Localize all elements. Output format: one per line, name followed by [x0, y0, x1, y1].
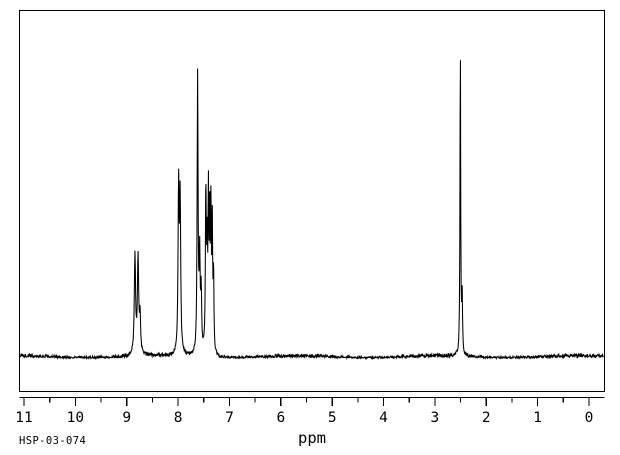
axis-tick-label-0: 0 [585, 410, 594, 426]
axis-tick-label-4: 4 [379, 410, 388, 426]
axis-tick-label-10: 10 [67, 410, 84, 426]
axis-tick-label-7: 7 [225, 410, 234, 426]
ppm-axis: 11 10 9 8 7 6 5 4 3 2 1 0 [15, 396, 605, 426]
sample-code-label: HSP-03-074 [19, 435, 86, 447]
axis-tick-label-8: 8 [174, 410, 183, 426]
axis-tick-label-9: 9 [122, 410, 131, 426]
plot-frame [18, 9, 606, 393]
axis-tick-label-5: 5 [328, 410, 337, 426]
axis-tick-label-6: 6 [276, 410, 285, 426]
axis-tick-label-3: 3 [431, 410, 440, 426]
axis-tick-label-11: 11 [15, 410, 32, 426]
axis-title-ppm: ppm [298, 429, 326, 447]
spectrum-trace [19, 60, 604, 361]
axis-tick-label-2: 2 [482, 410, 491, 426]
axis-tick-label-1: 1 [533, 410, 542, 426]
